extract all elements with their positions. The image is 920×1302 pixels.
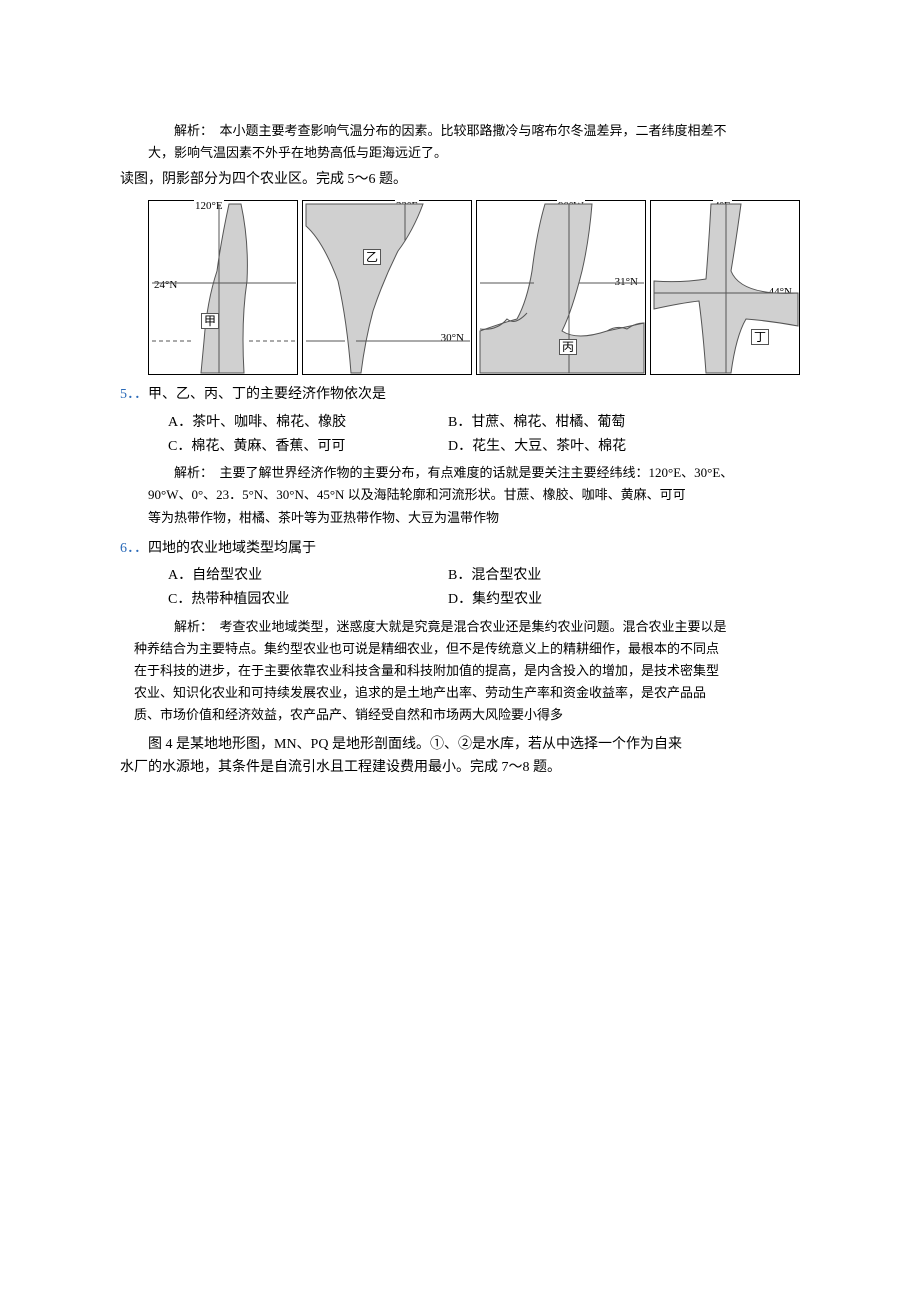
q6-analysis-3: 在于科技的进步，在于主要依靠农业科技含量和科技附加值的提高，是内含投入的增加，是… [120, 660, 800, 682]
map-d-inner: 丁 [751, 329, 769, 345]
q5-optB: B．甘蔗、棉花、柑橘、葡萄 [448, 411, 800, 435]
intro-56: 读图，阴影部分为四个农业区。完成 5～6 题。 [120, 168, 800, 192]
q6-analysis-2: 种养结合为主要特点。集约型农业也可说是精细农业，但不是传统意义上的精耕细作，最根… [120, 638, 800, 660]
analysis-prev-cont: 大，影响气温因素不外乎在地势高低与距海远近了。 [120, 142, 800, 164]
maps-row: 120°E 24°N 甲 32°E 30°N 乙 90°W 31°N [148, 200, 800, 375]
q6-analysis-1: 解析： 考查农业地域类型，迷惑度大就是究竟是混合农业还是集约农业问题。混合农业主… [120, 616, 800, 638]
analysis-prefix: 解析： [174, 619, 213, 634]
q6-optD: D．集约型农业 [448, 588, 800, 612]
q6: 6．． 四地的农业地域类型均属于 [120, 537, 800, 561]
q5-options: A．茶叶、咖啡、棉花、橡胶 B．甘蔗、棉花、柑橘、葡萄 C．棉花、黄麻、香蕉、可… [120, 411, 800, 459]
map-ding: 4°E 44°N 丁 [650, 200, 800, 375]
q5-analysis-3: 等为热带作物，柑橘、茶叶等为亚热带作物、大豆为温带作物 [120, 507, 800, 529]
q5-analysis-1: 解析： 主要了解世界经济作物的主要分布，有点难度的话就是要关注主要经纬线：120… [120, 462, 800, 484]
q6-optC: C．热带种植园农业 [168, 588, 448, 612]
map-d-svg [651, 201, 801, 376]
q5-optD: D．花生、大豆、茶叶、棉花 [448, 435, 800, 459]
q6-options: A．自给型农业 B．混合型农业 C．热带种植园农业 D．集约型农业 [120, 564, 800, 612]
map-jia: 120°E 24°N 甲 [148, 200, 298, 375]
map-a-inner: 甲 [201, 313, 219, 329]
map-b-svg [303, 201, 473, 376]
q5-num: 5．． [120, 383, 148, 407]
q6-analysis-5: 质、市场价值和经济效益，农产品产、销经受自然和市场两大风险要小得多 [120, 704, 800, 726]
q6-analysis-4: 农业、知识化农业和可持续发展农业，追求的是土地产出率、劳动生产率和资金收益率，是… [120, 682, 800, 704]
intro-78a: 图 4 是某地地形图，MN、PQ 是地形剖面线。①、②是水库，若从中选择一个作为… [120, 733, 800, 757]
q6-a1: 考查农业地域类型，迷惑度大就是究竟是混合农业还是集约农业问题。混合农业主要以是 [220, 619, 727, 634]
q5-stem: 甲、乙、丙、丁的主要经济作物依次是 [148, 383, 800, 407]
q6-stem: 四地的农业地域类型均属于 [148, 537, 800, 561]
analysis-prefix: 解析： [174, 465, 213, 480]
map-bing: 90°W 31°N 丙 [476, 200, 646, 375]
analysis-prev: 解析： 本小题主要考查影响气温分布的因素。比较耶路撒冷与喀布尔冬温差异，二者纬度… [120, 120, 800, 142]
q6-optB: B．混合型农业 [448, 564, 800, 588]
map-a-svg [149, 201, 299, 376]
map-yi: 32°E 30°N 乙 [302, 200, 472, 375]
q5: 5．． 甲、乙、丙、丁的主要经济作物依次是 [120, 383, 800, 407]
q5-optC: C．棉花、黄麻、香蕉、可可 [168, 435, 448, 459]
q5-optA: A．茶叶、咖啡、棉花、橡胶 [168, 411, 448, 435]
q5-analysis-2: 90°W、0°、23．5°N、30°N、45°N 以及海陆轮廓和河流形状。甘蔗、… [120, 484, 800, 506]
q6-optA: A．自给型农业 [168, 564, 448, 588]
analysis-prefix: 解析： [174, 123, 213, 138]
intro-78b: 水厂的水源地，其条件是自流引水且工程建设费用最小。完成 7～8 题。 [120, 756, 800, 780]
map-c-inner: 丙 [559, 339, 577, 355]
q6-num: 6．． [120, 537, 148, 561]
q5-a1: 主要了解世界经济作物的主要分布，有点难度的话就是要关注主要经纬线：120°E、3… [220, 465, 734, 480]
analysis-text: 本小题主要考查影响气温分布的因素。比较耶路撒冷与喀布尔冬温差异，二者纬度相差不 [220, 123, 727, 138]
map-b-inner: 乙 [363, 249, 381, 265]
